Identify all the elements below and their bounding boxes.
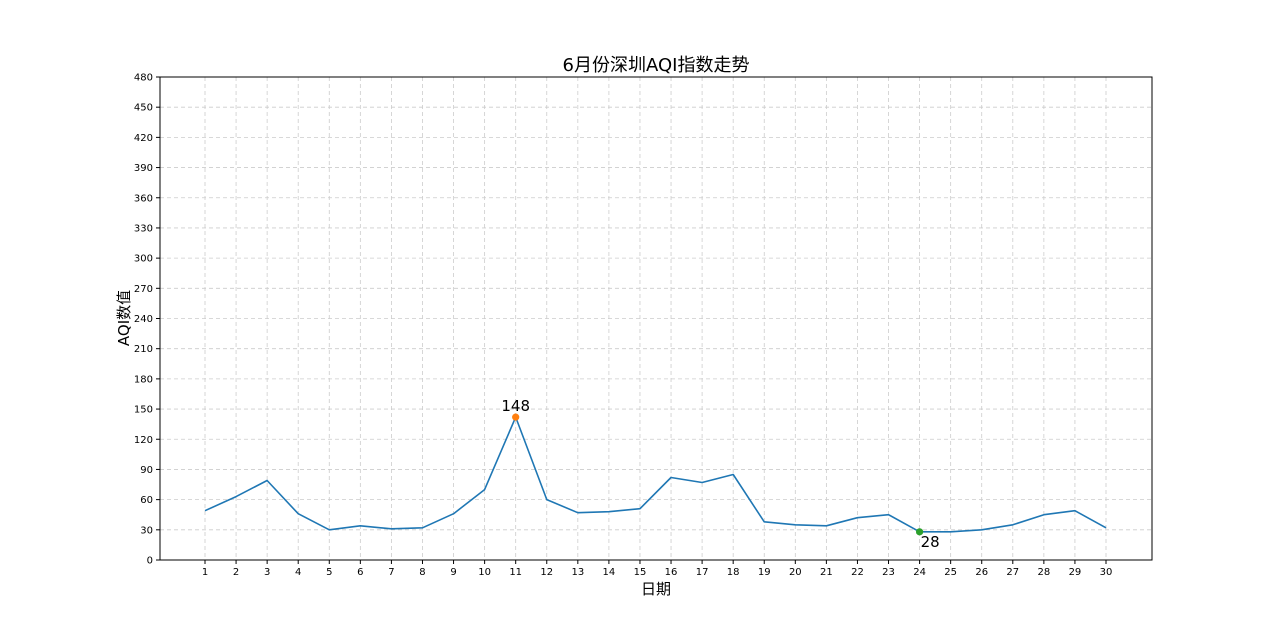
x-tick-label: 22 — [851, 567, 864, 578]
min-point-label: 28 — [921, 533, 940, 551]
y-tick-label: 450 — [134, 103, 153, 114]
x-tick-label: 1 — [202, 567, 208, 578]
x-tick-label: 16 — [665, 567, 678, 578]
x-tick-label: 14 — [603, 567, 616, 578]
max-point-label: 148 — [501, 397, 530, 415]
x-tick-label: 8 — [419, 567, 425, 578]
x-tick-label: 24 — [913, 567, 926, 578]
x-tick-label: 6 — [357, 567, 363, 578]
y-tick-label: 480 — [134, 73, 153, 84]
highlight-layer: 148 28 — [501, 397, 939, 551]
x-tick-label: 23 — [882, 567, 895, 578]
x-tick-label: 28 — [1037, 567, 1050, 578]
grid — [160, 76, 1152, 561]
aqi-series-line — [204, 416, 1107, 533]
x-tick-label: 27 — [1006, 567, 1019, 578]
x-tick-label: 3 — [264, 567, 270, 578]
y-tick-label: 390 — [134, 163, 153, 174]
x-tick-label: 5 — [326, 567, 332, 578]
y-axis-title: AQI数值 — [115, 290, 133, 346]
x-tick-label: 13 — [571, 567, 584, 578]
x-tick-label: 19 — [758, 567, 771, 578]
x-tick-label: 7 — [388, 567, 394, 578]
x-tick-label: 25 — [944, 567, 957, 578]
x-tick-label: 26 — [975, 567, 988, 578]
axis-ticks: 0306090120150180210240270300330360390420… — [134, 73, 1112, 579]
y-tick-label: 240 — [134, 314, 153, 325]
series-layer — [204, 416, 1107, 533]
x-tick-label: 12 — [540, 567, 553, 578]
y-tick-label: 0 — [147, 556, 153, 567]
y-tick-label: 90 — [140, 465, 153, 476]
x-tick-label: 9 — [450, 567, 456, 578]
y-tick-label: 270 — [134, 284, 153, 295]
y-tick-label: 120 — [134, 435, 153, 446]
x-tick-label: 30 — [1100, 567, 1113, 578]
y-tick-label: 330 — [134, 223, 153, 234]
x-tick-label: 10 — [478, 567, 491, 578]
x-tick-label: 20 — [789, 567, 802, 578]
y-tick-label: 60 — [140, 495, 153, 506]
y-tick-label: 150 — [134, 405, 153, 416]
x-tick-label: 4 — [295, 567, 301, 578]
plot-frame — [159, 76, 1153, 561]
max-point-marker — [512, 413, 520, 421]
x-axis-title: 日期 — [641, 580, 671, 598]
y-tick-label: 30 — [140, 525, 153, 536]
y-tick-label: 300 — [134, 254, 153, 265]
x-tick-label: 17 — [696, 567, 709, 578]
x-tick-label: 15 — [634, 567, 647, 578]
min-point-marker — [915, 528, 924, 536]
y-tick-label: 420 — [134, 133, 153, 144]
chart-title: 6月份深圳AQI指数走势 — [563, 55, 750, 76]
x-tick-label: 21 — [820, 567, 833, 578]
x-tick-label: 11 — [509, 567, 522, 578]
y-tick-label: 360 — [134, 193, 153, 204]
y-tick-label: 210 — [134, 344, 153, 355]
x-tick-label: 2 — [233, 567, 239, 578]
x-tick-label: 29 — [1069, 567, 1082, 578]
x-tick-label: 18 — [727, 567, 740, 578]
y-tick-label: 180 — [134, 374, 153, 385]
